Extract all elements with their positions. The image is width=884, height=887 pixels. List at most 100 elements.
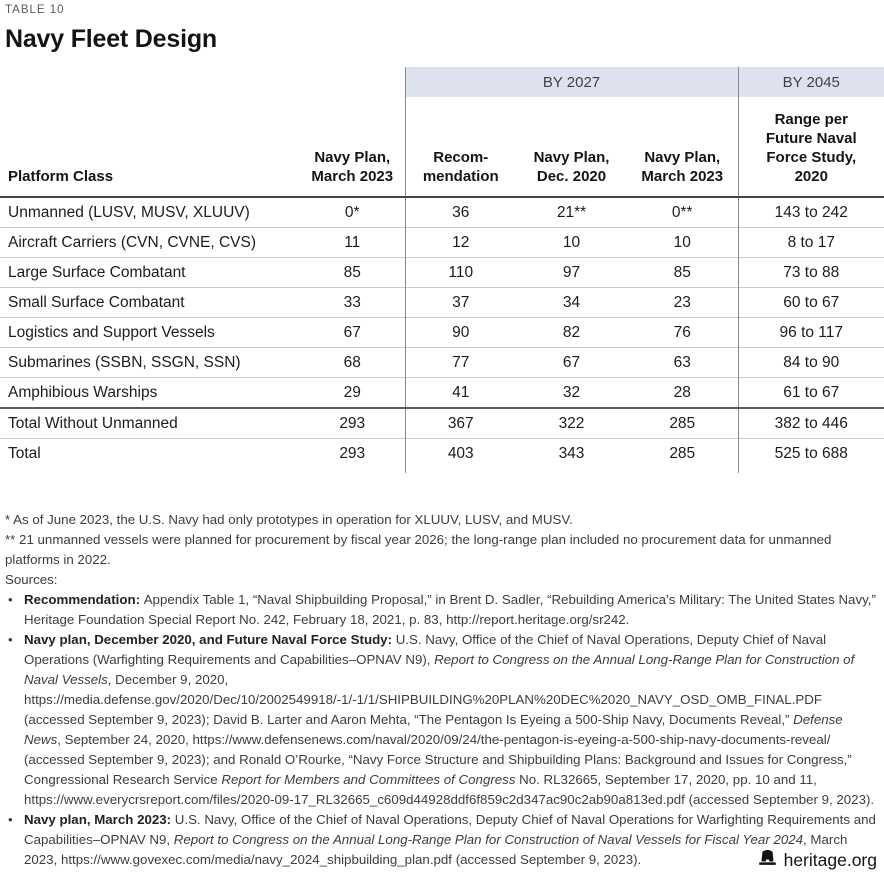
value-cell: 32 [516,377,627,408]
table-row: Small Surface Combatant 33 37 34 23 60 to 67 [0,287,884,318]
platform-class-cell: Large Surface Combatant [0,257,300,288]
platform-class-cell: Logistics and Support Vessels [0,317,300,348]
value-cell: 68 [300,347,405,378]
source-text: , September 24, 2020, https://www.defens… [24,732,852,787]
source-item: Navy plan, March 2023: U.S. Navy, Office… [5,810,877,870]
value-cell: 97 [516,257,627,288]
value-cell: 293 [300,407,405,439]
source-text: , December 9, 2020, https://media.defens… [24,672,822,727]
value-cell: 143 to 242 [737,197,884,228]
value-cell: 63 [627,347,739,378]
group-header-by-2027: BY 2027 [404,67,739,97]
source-text: Report for Members and Committees of Con… [221,772,516,787]
source-text: Report to Congress on the Annual Long-Ra… [173,832,804,847]
value-cell: 343 [516,438,627,468]
group-header-by-2045: BY 2045 [737,67,884,97]
value-cell: 0* [344,203,360,221]
footer-brand: heritage.org [758,849,877,871]
value-cell: 67 [516,347,627,378]
group-header-row: BY 2027 BY 2045 [0,67,884,97]
source-label: Navy plan, December 2020, and Future Nav… [24,632,396,647]
table-row: Submarines (SSBN, SSGN, SSN) 68 77 67 63 84 t… [0,347,884,378]
table-row: Total 293 403 343 285 525 to 688 [0,438,884,468]
value-cell: 76 [627,317,739,348]
table-row: Total Without Unmanned 293 367 322 285 382 to… [0,407,884,439]
value-cell: 12 [404,227,516,258]
source-text: U.S. Navy, Office of the Chief of Naval … [24,632,827,667]
value-cell: 285 [627,438,739,468]
navy-fleet-table: BY 2027 BY 2045 Platform Class Navy Plan… [0,67,884,473]
value-cell: 28 [627,377,739,408]
sources-label: Sources: [5,572,58,587]
value-cell: 67 [300,317,405,348]
table-row: Unmanned (LUSV, MUSV, XLUUV) 0* 36 21** 0** 1… [0,197,884,228]
value-cell: 60 to 67 [737,287,884,318]
platform-class-cell: Unmanned (LUSV, MUSV, XLUUV) [8,203,250,221]
platform-class-cell: Amphibious Warships [0,377,300,408]
value-cell: 10 [516,227,627,258]
source-text: Report to Congress on the Annual Long-Ra… [24,652,855,687]
column-header-recommendation: Recom- mendation [404,97,516,198]
value-cell: 33 [300,287,405,318]
source-text: Defense News [24,712,843,747]
column-header-navy-plan-march-2023: Navy Plan, March 2023 [300,97,405,198]
value-cell: 382 to 446 [737,407,884,439]
value-cell: 29 [300,377,405,408]
value-cell: 96 to 117 [737,317,884,348]
value-cell: 367 [404,407,516,439]
value-cell: 293 [300,438,405,468]
value-cell: 84 to 90 [737,347,884,378]
source-item: Recommendation: Appendix Table 1, “Naval… [5,590,877,630]
value-cell: 10 [627,227,739,258]
value-cell: 23 [627,287,739,318]
heritage-bell-icon [758,849,777,871]
column-header-platform-class: Platform Class [0,97,300,198]
value-cell: 77 [404,347,516,378]
table-row: Logistics and Support Vessels 67 90 82 76 96 … [0,317,884,348]
source-text: No. RL32665, September 17, 2020, pp. 10 … [24,772,875,807]
footnote-single-asterisk: * As of June 2023, the U.S. Navy had onl… [5,512,573,527]
footer-brand-text: heritage.org [783,849,877,870]
table-row: Amphibious Warships 29 41 32 28 61 to 67 [0,377,884,408]
source-text: U.S. Navy, Office of the Chief of Naval … [24,812,876,847]
value-cell: 21** [556,203,587,221]
value-cell: 41 [404,377,516,408]
value-cell: 11 [300,227,405,258]
value-cell: 8 to 17 [737,227,884,258]
source-label: Navy plan, March 2023: [24,812,175,827]
table-row: Large Surface Combatant 85 110 97 85 73 to 88 [0,257,884,288]
value-cell: 34 [516,287,627,318]
platform-class-cell: Submarines (SSBN, SSGN, SSN) [0,347,300,378]
notes-block: * As of June 2023, the U.S. Navy had onl… [5,510,877,870]
value-cell: 37 [404,287,516,318]
value-cell: 85 [300,257,405,288]
source-item: Navy plan, December 2020, and Future Nav… [5,630,877,810]
value-cell: 525 to 688 [737,438,884,468]
footnote-double-asterisk: ** 21 unmanned vessels were planned for … [5,532,832,567]
value-cell: 82 [516,317,627,348]
value-cell: 61 to 67 [737,377,884,408]
platform-class-cell: Aircraft Carriers (CVN, CVNE, CVS) [0,227,300,258]
value-cell: 36 [404,197,516,228]
source-text: , March 2023, https://www.govexec.com/me… [24,832,848,867]
column-header-navy-plan-dec-2020: Navy Plan, Dec. 2020 [516,97,627,198]
column-header-row: Platform Class Navy Plan, March 2023 Rec… [0,97,884,198]
platform-class-cell: Total [0,438,300,468]
value-cell: 73 to 88 [737,257,884,288]
platform-class-cell: Small Surface Combatant [0,287,300,318]
value-cell: 322 [516,407,627,439]
value-cell: 110 [404,257,516,288]
value-cell: 85 [627,257,739,288]
column-header-range-future-naval-force-study: Range per Future Naval Force Study, 2020 [737,97,884,198]
value-cell: 285 [627,407,739,439]
table-bottom-spacer [0,468,884,473]
table-body: Unmanned (LUSV, MUSV, XLUUV) 0* 36 21** 0** 1… [0,197,884,468]
source-text: Appendix Table 1, “Naval Shipbuilding Pr… [24,592,876,627]
table-row: Aircraft Carriers (CVN, CVNE, CVS) 11 12 10… [0,227,884,258]
group-header-spacer [0,67,405,97]
platform-class-cell: Total Without Unmanned [0,407,300,439]
value-cell: 403 [404,438,516,468]
page-title: Navy Fleet Design [5,25,217,53]
sources-list: Recommendation: Appendix Table 1, “Naval… [5,590,877,870]
